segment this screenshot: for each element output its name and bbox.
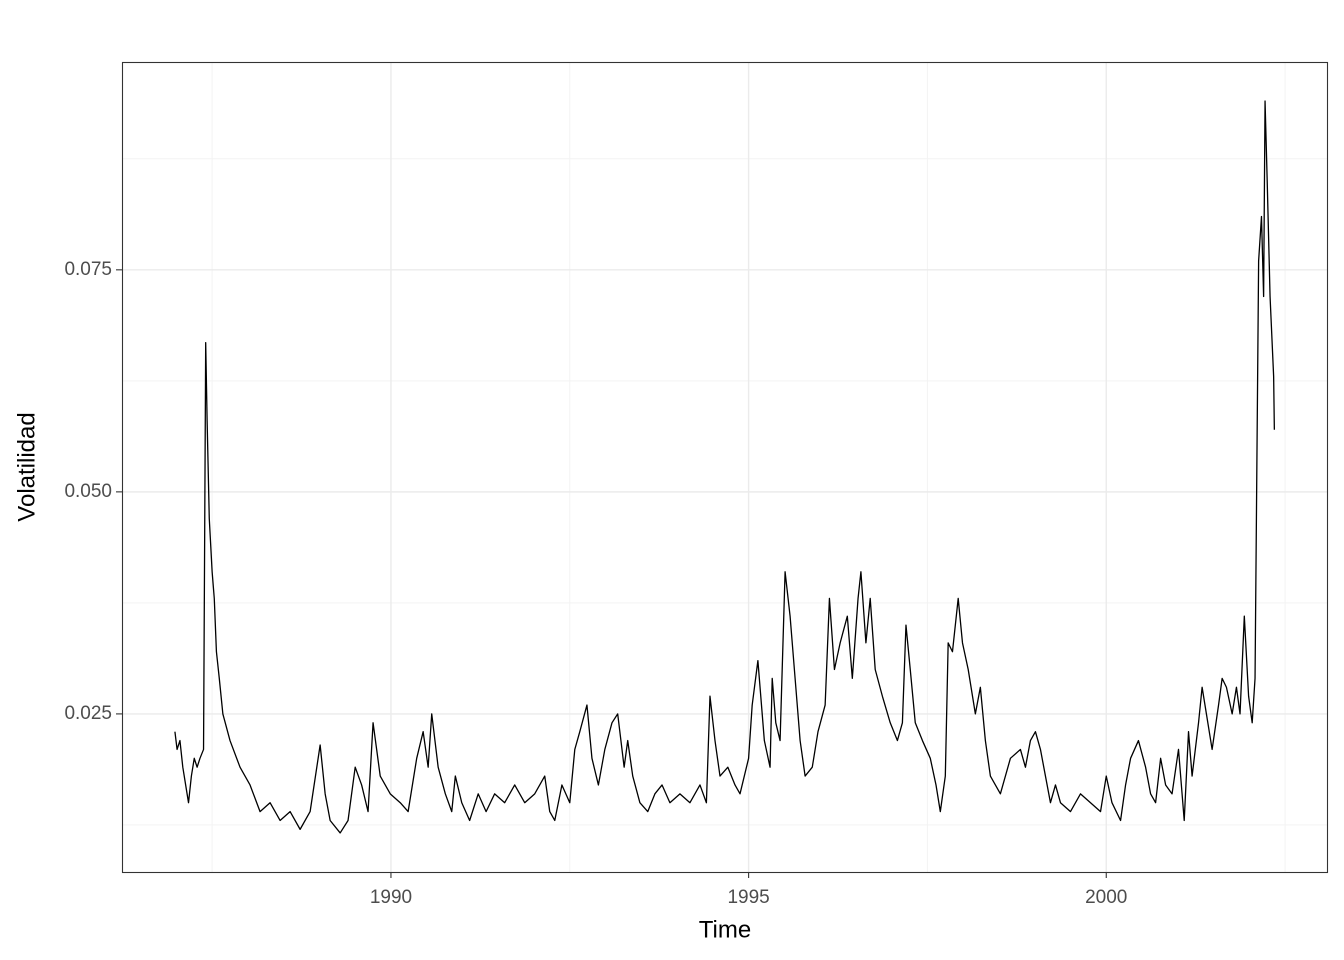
y-tick-label: 0.075 xyxy=(64,259,112,280)
plot-area xyxy=(174,100,1275,834)
x-axis-title: Time xyxy=(699,916,751,943)
grid xyxy=(122,62,1328,872)
axes: 1990 1995 2000 0.025 0.050 0.075 xyxy=(64,259,1127,908)
y-axis-title: Volatilidad xyxy=(13,412,40,521)
panel-border xyxy=(121,61,1329,874)
data-line xyxy=(174,100,1275,834)
y-tick-label: 0.025 xyxy=(64,703,112,724)
x-tick-label: 1990 xyxy=(370,887,412,908)
x-tick-label: 1995 xyxy=(727,887,769,908)
y-tick-label: 0.050 xyxy=(64,481,112,502)
x-tick-label: 2000 xyxy=(1085,887,1127,908)
